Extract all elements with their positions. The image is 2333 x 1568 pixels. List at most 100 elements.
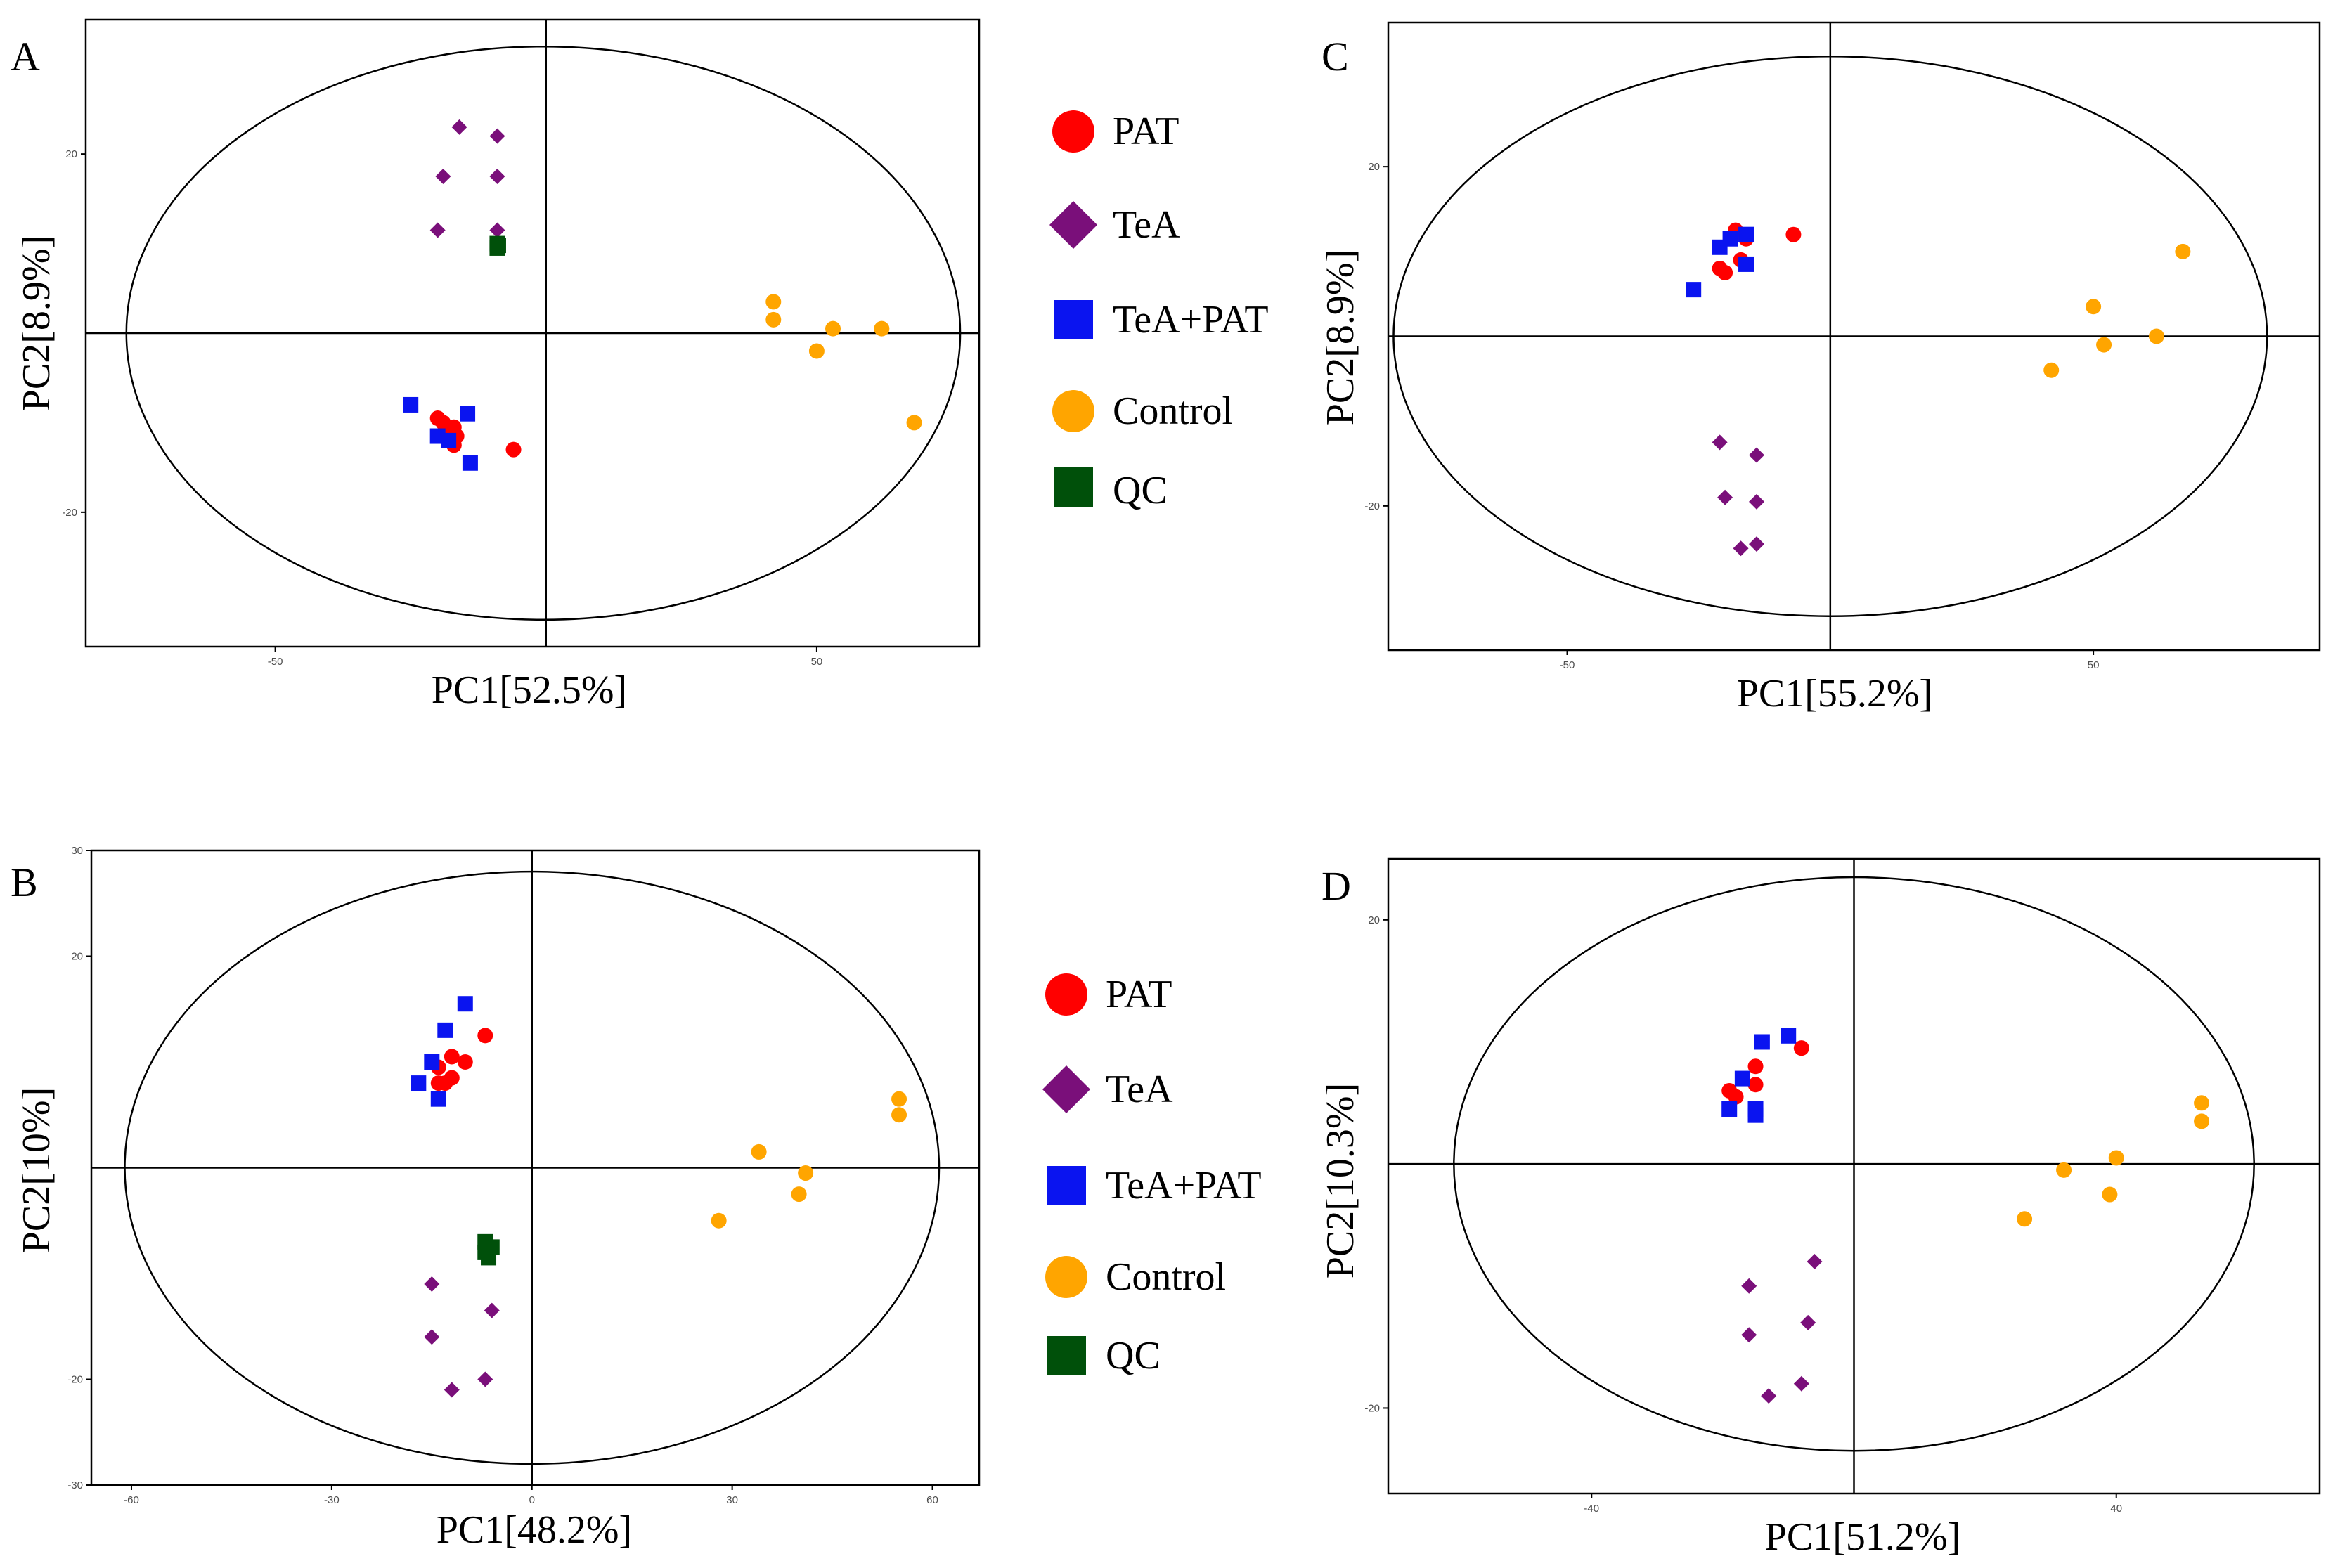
legend-label-qc: QC (1106, 1334, 1161, 1378)
data-point (1734, 1070, 1750, 1087)
data-point (489, 222, 505, 238)
series-tea-pat (1686, 226, 1754, 298)
panel-letter: B (11, 860, 38, 905)
data-point (711, 1212, 727, 1229)
legend-symbol-qc (1047, 1336, 1086, 1375)
data-point (1741, 1327, 1757, 1343)
data-point (490, 238, 506, 254)
legend-bottom: PAT TeA TeA+PAT Control QC (1042, 973, 1262, 1378)
confidence-ellipse (1453, 876, 2255, 1452)
y-tick-label: -20 (67, 1374, 83, 1386)
x-axis-title: PC1[55.2%] (1737, 672, 1932, 715)
panel-d: D PC2[10.3%] PC1[51.2%] -40 40 20 -20 (1319, 857, 2321, 1559)
x-tick-label: -50 (1560, 659, 1575, 671)
data-point (1781, 1028, 1797, 1044)
x-tick-label: -30 (324, 1494, 340, 1506)
y-axis-title: PC2[10.3%] (1319, 1083, 1362, 1278)
data-point (2096, 337, 2112, 353)
x-tick-label: 50 (2088, 659, 2100, 671)
x-tick-label: -50 (268, 656, 283, 668)
data-point (444, 1049, 460, 1065)
data-point (437, 1022, 453, 1038)
legend-label-qc: QC (1113, 469, 1168, 512)
data-point (1717, 264, 1733, 280)
legend-symbol-qc (1054, 467, 1093, 507)
data-point (424, 1054, 440, 1070)
series-qc (489, 235, 506, 256)
data-point (1733, 540, 1749, 557)
data-point (477, 1028, 493, 1044)
x-tick-label: -60 (124, 1494, 139, 1506)
data-point (457, 996, 473, 1012)
y-tick-label: -30 (67, 1479, 83, 1491)
series-pat (430, 1028, 493, 1091)
confidence-ellipse (125, 45, 962, 621)
data-point (1749, 447, 1765, 463)
legend-symbol-control (1052, 390, 1094, 432)
data-point (460, 406, 476, 422)
legend-symbol-tea (1042, 1065, 1090, 1113)
data-point (1738, 256, 1754, 272)
y-axis-title: PC2[8.9%] (1319, 250, 1362, 425)
data-point (1717, 489, 1733, 505)
data-point (765, 311, 782, 328)
series-tea (1741, 1254, 1823, 1404)
y-axis-title: PC2[8.9%] (15, 235, 58, 411)
legend-label-pat: PAT (1106, 973, 1172, 1016)
data-point (1807, 1254, 1823, 1270)
series-control (711, 1091, 907, 1229)
y-tick-label: 20 (1368, 914, 1380, 926)
data-point (874, 320, 890, 337)
data-point (1686, 282, 1702, 298)
panel-c: C PC2[8.9%] PC1[55.2%] -50 50 20 -20 (1319, 21, 2321, 715)
panel-letter: D (1321, 863, 1351, 909)
data-point (435, 169, 451, 184)
legend-label-tea: TeA (1106, 1068, 1173, 1111)
data-point (2017, 1211, 2033, 1227)
data-point (1728, 1089, 1744, 1105)
x-axis-title: PC1[52.5%] (432, 668, 627, 712)
y-axis-title: PC2[10%] (15, 1087, 58, 1253)
data-point (1800, 1314, 1816, 1330)
data-point (489, 128, 505, 144)
legend-label-control: Control (1106, 1255, 1226, 1299)
data-point (1749, 493, 1765, 510)
data-point (444, 1070, 460, 1086)
x-tick-label: 30 (726, 1494, 738, 1506)
series-control (2017, 1095, 2210, 1227)
data-point (2086, 299, 2102, 315)
legend-symbol-control (1045, 1256, 1087, 1298)
panel-a: A PC2[8.9%] PC1[52.5%] -50 50 20 -20 (11, 18, 981, 712)
data-point (791, 1186, 807, 1203)
data-point (403, 396, 419, 413)
legend-symbol-tea-pat (1047, 1166, 1086, 1205)
data-point (906, 415, 922, 431)
data-point (1754, 1034, 1770, 1050)
data-point (1785, 226, 1802, 242)
legend-symbol-tea (1049, 201, 1097, 249)
data-point (489, 169, 505, 184)
series-tea (424, 1276, 500, 1398)
data-point (1793, 1375, 1809, 1392)
legend-label-control: Control (1113, 389, 1233, 433)
legend-label-tea-pat: TeA+PAT (1106, 1164, 1262, 1207)
series-tea-pat (411, 996, 473, 1107)
series-control (2043, 243, 2191, 378)
y-tick-label: -20 (1364, 500, 1380, 512)
confidence-ellipse (1392, 56, 2268, 617)
data-point (1722, 231, 1738, 247)
legend-label-tea-pat: TeA+PAT (1113, 298, 1269, 342)
legend-label-pat: PAT (1113, 110, 1179, 153)
series-tea (1712, 434, 1765, 557)
data-point (798, 1165, 814, 1181)
data-point (891, 1091, 907, 1107)
data-point (457, 1054, 473, 1070)
x-tick-label: 60 (926, 1494, 938, 1506)
y-tick-label: 20 (71, 951, 83, 963)
data-point (1793, 1040, 1809, 1056)
panel-b: B PC2[10%] PC1[48.2%] -60 -30 0 30 60 30 20 -20… (11, 845, 981, 1552)
data-point (484, 1302, 500, 1318)
x-tick-label: 40 (2110, 1503, 2122, 1515)
x-tick-label: 50 (811, 656, 823, 668)
